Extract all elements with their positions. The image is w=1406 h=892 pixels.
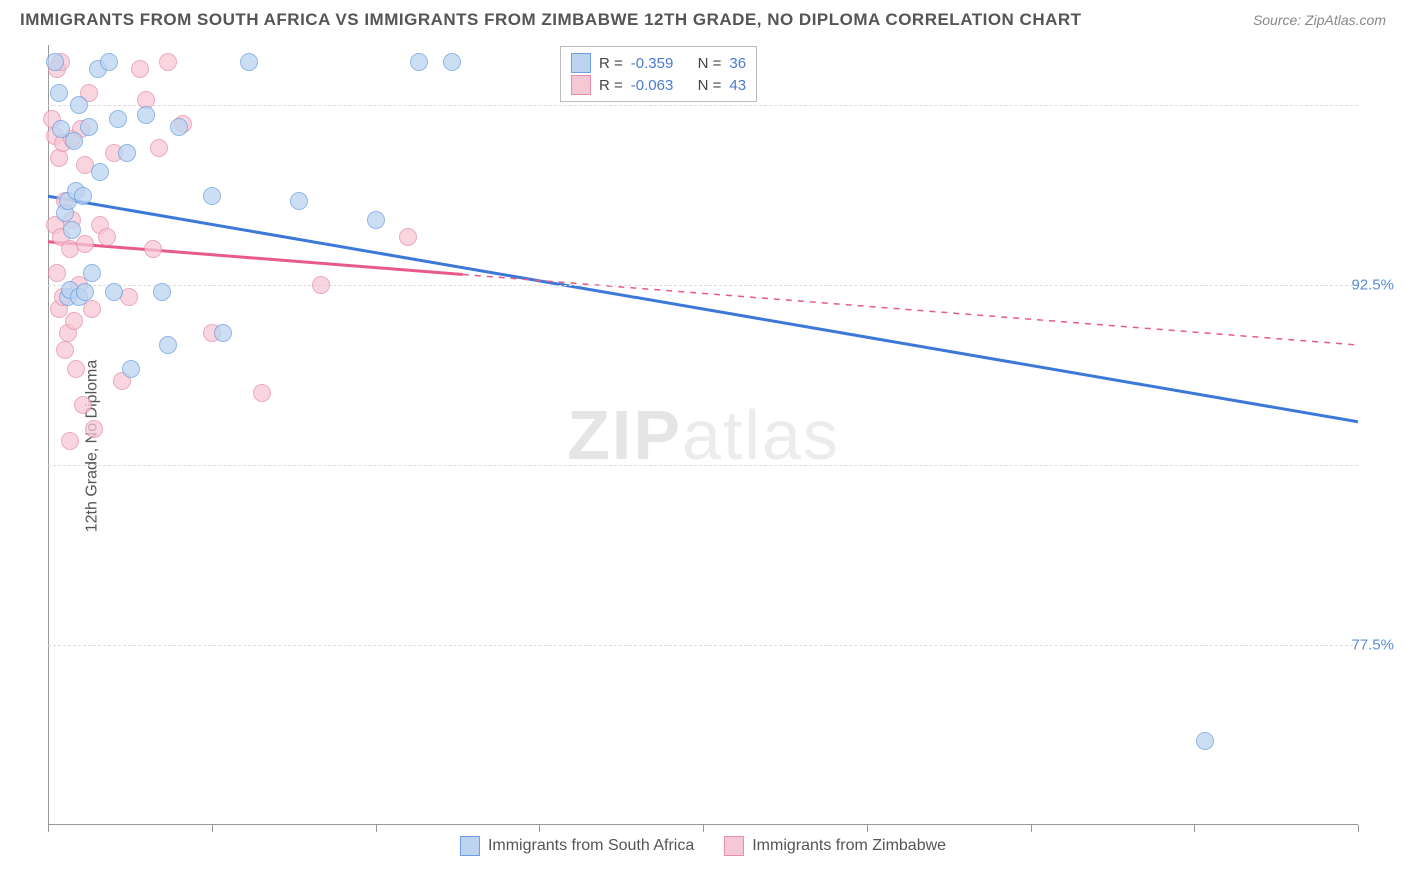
scatter-point [137, 106, 155, 124]
legend-swatch-series-2 [571, 75, 591, 95]
scatter-point [56, 341, 74, 359]
scatter-point [100, 53, 118, 71]
scatter-point [67, 360, 85, 378]
legend-item-series-2: Immigrants from Zimbabwe [724, 836, 946, 856]
scatter-point [46, 53, 64, 71]
scatter-point [74, 396, 92, 414]
scatter-point [76, 283, 94, 301]
watermark-bold: ZIP [567, 396, 682, 474]
legend-swatch-series-1 [460, 836, 480, 856]
scatter-point [50, 84, 68, 102]
scatter-point [203, 187, 221, 205]
x-tick [376, 825, 377, 832]
x-tick [703, 825, 704, 832]
y-tick-label: 92.5% [1351, 277, 1394, 294]
scatter-point [159, 336, 177, 354]
scatter-point [153, 283, 171, 301]
series-2-name: Immigrants from Zimbabwe [752, 837, 946, 855]
r-label: R = [599, 77, 623, 94]
scatter-point [98, 228, 116, 246]
scatter-point [109, 110, 127, 128]
x-tick [1031, 825, 1032, 832]
source-label: Source: ZipAtlas.com [1253, 12, 1386, 28]
scatter-point [214, 324, 232, 342]
series-1-name: Immigrants from South Africa [488, 837, 694, 855]
scatter-point [61, 432, 79, 450]
scatter-point [1196, 732, 1214, 750]
y-tick-label: 77.5% [1351, 637, 1394, 654]
n-value-series-1: 36 [729, 55, 746, 72]
n-label: N = [698, 77, 722, 94]
x-tick [48, 825, 49, 832]
scatter-point [410, 53, 428, 71]
scatter-point [65, 312, 83, 330]
n-label: N = [698, 55, 722, 72]
scatter-point [240, 53, 258, 71]
scatter-point [80, 118, 98, 136]
scatter-point [63, 221, 81, 239]
scatter-point [253, 384, 271, 402]
gridline [48, 285, 1358, 286]
n-value-series-2: 43 [729, 77, 746, 94]
scatter-point [118, 144, 136, 162]
watermark: ZIPatlas [567, 395, 840, 475]
legend-swatch-series-1 [571, 53, 591, 73]
scatter-point [399, 228, 417, 246]
scatter-point [159, 53, 177, 71]
r-label: R = [599, 55, 623, 72]
x-tick [1194, 825, 1195, 832]
r-value-series-2: -0.063 [631, 77, 674, 94]
scatter-point [290, 192, 308, 210]
x-tick [539, 825, 540, 832]
legend-row-series-1: R = -0.359 N = 36 [571, 53, 746, 73]
plot-area: ZIPatlas [48, 45, 1358, 825]
scatter-point [122, 360, 140, 378]
scatter-point [76, 235, 94, 253]
x-tick [212, 825, 213, 832]
scatter-point [150, 139, 168, 157]
scatter-point [65, 132, 83, 150]
x-tick [867, 825, 868, 832]
scatter-point [367, 211, 385, 229]
scatter-point [144, 240, 162, 258]
r-value-series-1: -0.359 [631, 55, 674, 72]
legend-swatch-series-2 [724, 836, 744, 856]
correlation-legend: R = -0.359 N = 36 R = -0.063 N = 43 [560, 46, 757, 102]
gridline [48, 105, 1358, 106]
scatter-point [105, 283, 123, 301]
scatter-point [131, 60, 149, 78]
scatter-point [443, 53, 461, 71]
scatter-point [70, 96, 88, 114]
legend-item-series-1: Immigrants from South Africa [460, 836, 694, 856]
watermark-thin: atlas [682, 396, 840, 474]
legend-row-series-2: R = -0.063 N = 43 [571, 75, 746, 95]
scatter-point [48, 264, 66, 282]
x-tick [1358, 825, 1359, 832]
scatter-point [91, 163, 109, 181]
chart-container: { "title": "IMMIGRANTS FROM SOUTH AFRICA… [0, 0, 1406, 892]
scatter-point [170, 118, 188, 136]
scatter-point [83, 264, 101, 282]
gridline [48, 645, 1358, 646]
gridline [48, 465, 1358, 466]
scatter-point [85, 420, 103, 438]
series-legend: Immigrants from South Africa Immigrants … [460, 836, 946, 856]
chart-title: IMMIGRANTS FROM SOUTH AFRICA VS IMMIGRAN… [20, 10, 1082, 30]
scatter-point [74, 187, 92, 205]
scatter-point [312, 276, 330, 294]
